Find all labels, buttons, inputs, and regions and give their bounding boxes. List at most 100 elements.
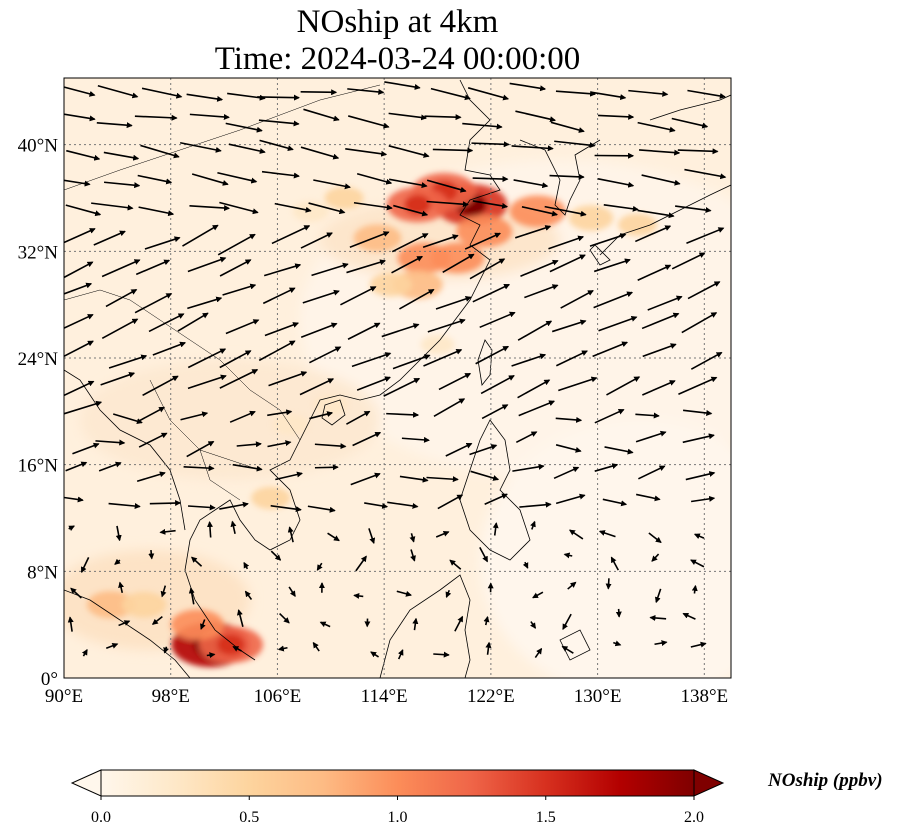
wind-arrow (492, 522, 499, 536)
wind-arrow (186, 440, 215, 458)
wind-arrow (64, 340, 94, 358)
wind-arrow (399, 288, 435, 310)
wind-arrow (91, 202, 134, 211)
wind-arrow (138, 432, 168, 448)
wind-arrow (681, 312, 718, 334)
wind-arrow (217, 233, 256, 256)
wind-arrow (480, 375, 515, 395)
wind-arrow (64, 400, 103, 415)
wind-arrow (319, 621, 331, 628)
wind-arrow (479, 311, 516, 329)
wind-arrow (520, 259, 559, 277)
wind-arrow (422, 234, 459, 248)
wind-arrow (384, 81, 421, 90)
figure-title: NOship at 4km (296, 4, 499, 40)
wind-arrow (349, 231, 390, 249)
wind-arrow (64, 113, 96, 122)
wind-arrow (410, 549, 416, 562)
wind-arrow (70, 587, 82, 599)
wind-arrow (187, 348, 227, 369)
wind-arrow (112, 413, 143, 425)
y-tick-label: 32°N (18, 242, 59, 263)
wind-arrow (598, 530, 616, 538)
wind-arrow (469, 444, 498, 456)
wind-arrow (108, 354, 148, 369)
wind-arrow (140, 144, 180, 159)
wind-arrow (560, 289, 594, 309)
wind-arrow (347, 88, 385, 95)
wind-arrow (115, 525, 122, 542)
wind-arrow (309, 411, 334, 420)
wind-arrow (267, 440, 292, 448)
x-tick-label: 98°E (152, 686, 190, 707)
wind-arrow (517, 379, 551, 399)
wind-arrow (637, 264, 672, 281)
wind-arrow (137, 174, 173, 185)
wind-arrow (95, 439, 126, 446)
wind-arrow (347, 322, 381, 340)
wind-arrow (396, 590, 412, 597)
wind-arrow (635, 412, 660, 419)
wind-arrow (555, 493, 586, 505)
wind-arrow (268, 371, 308, 387)
wind-arrow (108, 502, 141, 510)
wind-arrow (148, 549, 155, 560)
wind-arrow (64, 179, 91, 187)
wind-arrow (426, 200, 469, 208)
wind-arrow (641, 174, 681, 186)
y-tick-label: 0° (41, 669, 58, 690)
wind-arrow (64, 261, 94, 279)
wind-arrow (97, 85, 139, 99)
wind-arrow (219, 201, 259, 215)
hotspot (353, 224, 402, 252)
wind-arrow (187, 296, 223, 310)
colorbar-ticks: 0.0 0.5 1.0 1.5 2.0 (91, 796, 704, 826)
wind-arrow (135, 259, 171, 276)
wind-arrow (189, 113, 230, 120)
wind-arrow (424, 114, 462, 121)
wind-arrow (654, 640, 668, 646)
wind-arrow (549, 254, 586, 273)
x-tick-label: 122°E (467, 686, 515, 707)
wind-arrow (134, 114, 178, 121)
concentration-hotspots (86, 172, 658, 668)
colorbar-tick-label: 1.5 (536, 809, 556, 826)
wind-arrow (472, 175, 509, 182)
wind-arrow (649, 614, 667, 621)
wind-arrow (544, 205, 587, 217)
wind-arrow (594, 463, 619, 472)
wind-arrow (481, 404, 509, 420)
wind-arrow (149, 500, 182, 507)
wind-arrow (271, 225, 311, 245)
wind-arrow (217, 171, 258, 184)
wind-arrow (519, 501, 552, 508)
wind-arrow (340, 286, 377, 306)
wind-arrow (160, 585, 167, 598)
wind-arrow (137, 406, 166, 423)
wind-arrow (515, 110, 557, 123)
wind-arrow (469, 258, 506, 280)
wind-arrow (401, 436, 430, 443)
wind-arrow (353, 201, 393, 211)
wind-arrow (691, 584, 698, 594)
wind-arrow (386, 411, 420, 418)
wind-arrow (641, 312, 680, 330)
colorbar-tick-label: 0.0 (91, 809, 111, 826)
wind-arrow (187, 256, 227, 273)
wind-arrow (388, 112, 428, 121)
hotspot (121, 591, 167, 618)
wind-arrow (346, 259, 386, 274)
wind-arrow (438, 372, 472, 391)
map-frame (63, 77, 732, 679)
wind-arrow (300, 322, 338, 338)
wind-arrow (561, 645, 574, 654)
hotspot (456, 215, 513, 248)
wind-arrow (593, 291, 634, 309)
x-tick-label: 90°E (45, 686, 83, 707)
wind-arrow (300, 146, 340, 160)
wind-arrow (302, 289, 340, 304)
wind-arrow (219, 259, 252, 277)
wind-arrow (467, 87, 510, 101)
wind-arrow (397, 649, 404, 660)
wind-arrow (391, 233, 429, 253)
